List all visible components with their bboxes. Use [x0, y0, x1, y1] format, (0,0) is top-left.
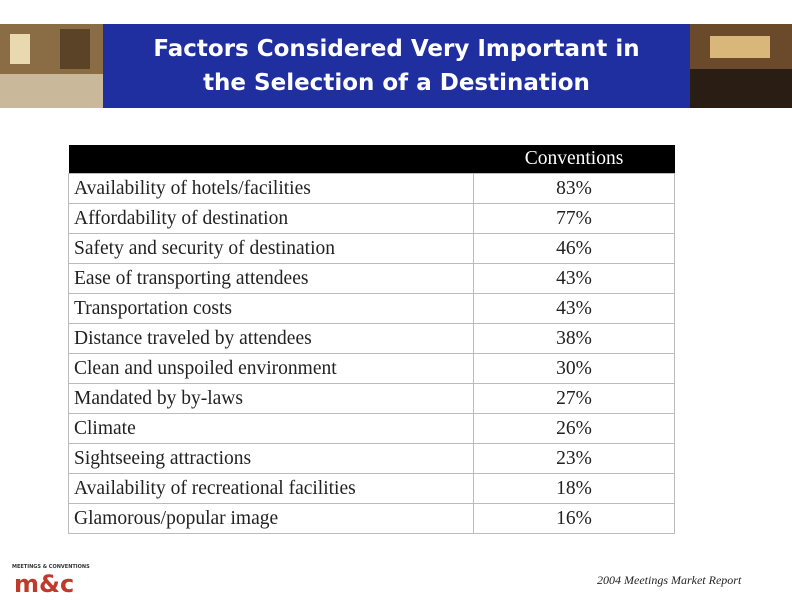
factor-cell: Clean and unspoiled environment: [68, 353, 474, 384]
factor-cell: Climate: [68, 413, 474, 444]
factor-cell: Sightseeing attractions: [68, 443, 474, 474]
percent-cell: 43%: [473, 263, 675, 294]
percent-cell: 26%: [473, 413, 675, 444]
table-row: Distance traveled by attendees 38%: [68, 323, 675, 354]
factor-cell: Ease of transporting attendees: [68, 263, 474, 294]
logo-caption: MEETINGS & CONVENTIONS: [12, 564, 90, 570]
percent-cell: 83%: [473, 173, 675, 204]
source-note: 2004 Meetings Market Report: [597, 573, 742, 587]
table-row: Availability of recreational facilities 1…: [68, 473, 675, 504]
table-row: Glamorous/popular image 16%: [68, 503, 675, 534]
factor-cell: Glamorous/popular image: [68, 503, 474, 534]
table-row: Climate 26%: [68, 413, 675, 444]
table-row: Ease of transporting attendees 43%: [68, 263, 675, 294]
factor-cell: Mandated by by-laws: [68, 383, 474, 414]
factor-cell: Safety and security of destination: [68, 233, 474, 264]
percent-cell: 46%: [473, 233, 675, 264]
factor-cell: Transportation costs: [68, 293, 474, 324]
factor-cell: Affordability of destination: [68, 203, 474, 234]
percent-cell: 77%: [473, 203, 675, 234]
logo: MEETINGS & CONVENTIONS m&c: [12, 564, 90, 596]
percent-cell: 27%: [473, 383, 675, 414]
header-photo-left: [0, 24, 103, 108]
logo-mark: m&c: [14, 570, 74, 596]
factor-cell: Distance traveled by attendees: [68, 323, 474, 354]
table-row: Availability of hotels/facilities 83%: [68, 173, 675, 204]
table-row: Affordability of destination 77%: [68, 203, 675, 234]
table-row: Transportation costs 43%: [68, 293, 675, 324]
table-row: Sightseeing attractions 23%: [68, 443, 675, 474]
percent-cell: 38%: [473, 323, 675, 354]
title-line: the Selection of a Destination: [203, 70, 590, 96]
factor-cell: Availability of recreational facilities: [68, 473, 474, 504]
percent-cell: 16%: [473, 503, 675, 534]
percent-cell: 30%: [473, 353, 675, 384]
percent-cell: 18%: [473, 473, 675, 504]
percent-cell: 23%: [473, 443, 675, 474]
table-row: Safety and security of destination 46%: [68, 233, 675, 264]
column-header: [68, 145, 474, 174]
factor-cell: Availability of hotels/facilities: [68, 173, 474, 204]
title-banner: Factors Considered Very Important in the…: [103, 24, 690, 108]
percent-cell: 43%: [473, 293, 675, 324]
table-row: Mandated by by-laws 27%: [68, 383, 675, 414]
column-header: Conventions: [473, 145, 675, 174]
data-table: Conventions Availability of hotels/facil…: [68, 145, 675, 534]
table-row: Clean and unspoiled environment 30%: [68, 353, 675, 384]
header-photo-right: [690, 24, 792, 108]
title-line: Factors Considered Very Important in: [153, 36, 640, 62]
